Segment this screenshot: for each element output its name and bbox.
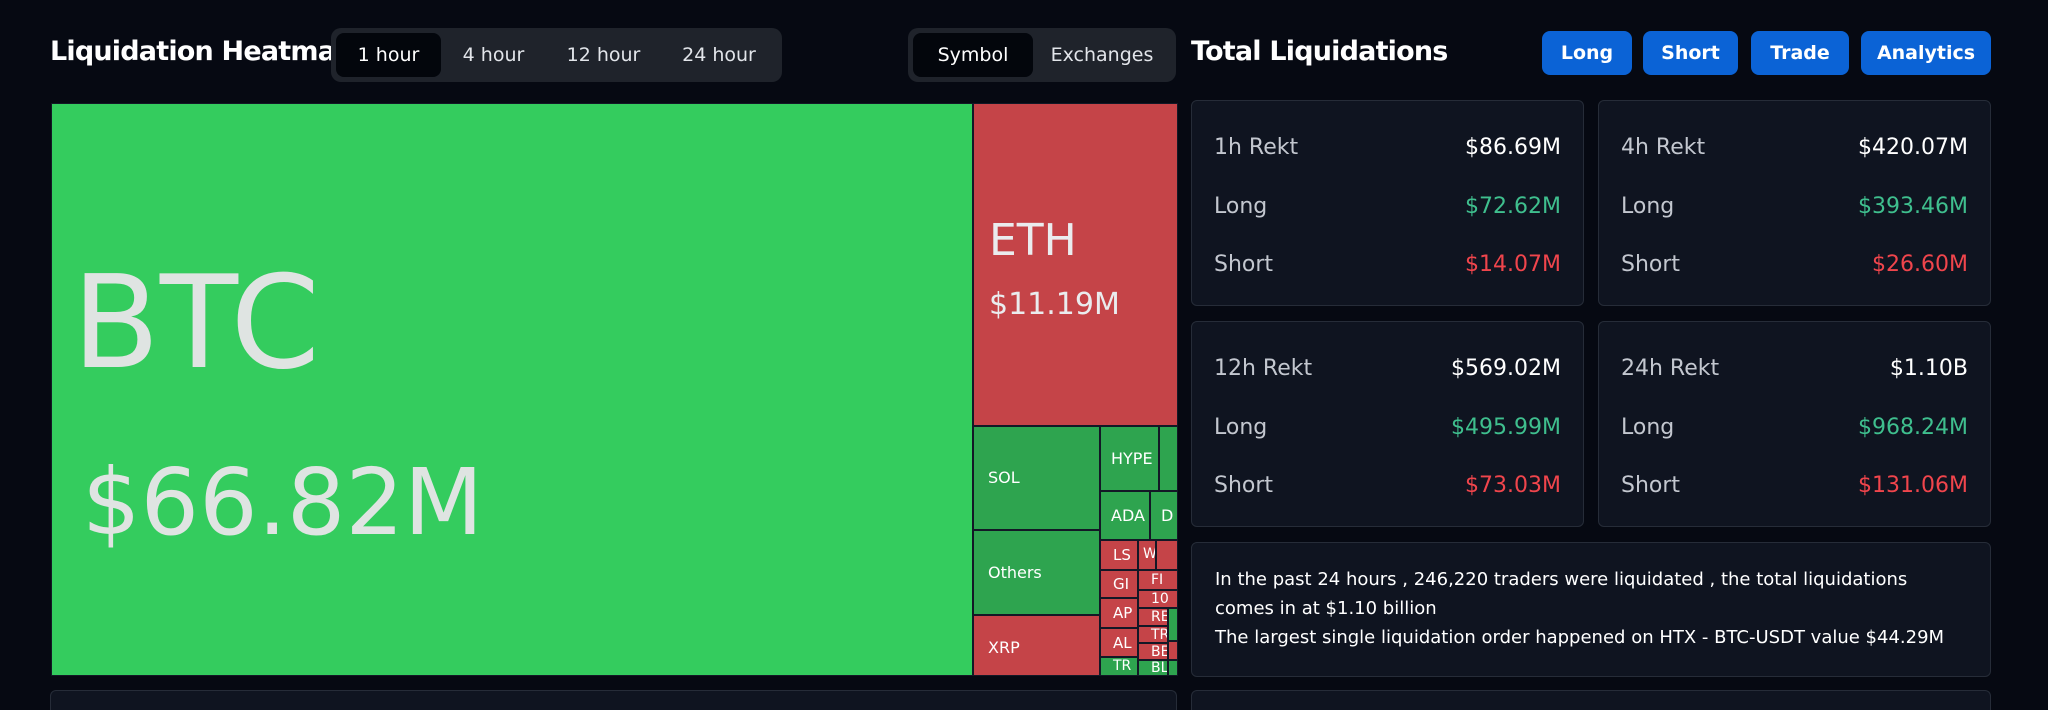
tile-ap[interactable]: AP bbox=[1100, 598, 1138, 628]
total-liquidations-title: Total Liquidations bbox=[1191, 36, 1448, 67]
tile-w-symbol: W bbox=[1143, 546, 1156, 562]
short-value: $14.07M bbox=[1465, 252, 1561, 277]
tile-eth[interactable]: ETH $11.19M bbox=[973, 103, 1178, 426]
tile-ls[interactable]: LS bbox=[1100, 540, 1138, 570]
tile-tr-red-symbol: TR bbox=[1151, 627, 1168, 643]
tile-ada-symbol: ADA bbox=[1111, 506, 1145, 525]
liquidation-summary-card: In the past 24 hours , 246,220 traders w… bbox=[1191, 542, 1991, 677]
tile-tr-green-symbol: TR bbox=[1113, 658, 1132, 674]
tile-eth-value: $11.19M bbox=[989, 287, 1120, 322]
tile-fi-symbol: FI bbox=[1151, 572, 1164, 588]
tile-small-green-3[interactable] bbox=[1168, 660, 1178, 676]
tile-sol[interactable]: SOL bbox=[973, 426, 1100, 530]
card-total-value: $1.10B bbox=[1889, 356, 1968, 381]
tile-bl-symbol: BL bbox=[1151, 660, 1168, 676]
lower-left-panel bbox=[50, 690, 1177, 710]
trade-button[interactable]: Trade bbox=[1751, 31, 1849, 75]
card-total-value: $569.02M bbox=[1451, 356, 1561, 381]
long-value: $72.62M bbox=[1465, 194, 1561, 219]
summary-line-largest: The largest single liquidation order hap… bbox=[1215, 627, 1945, 648]
tile-al[interactable]: AL bbox=[1100, 628, 1138, 657]
tile-gi-symbol: GI bbox=[1113, 575, 1130, 593]
long-label: Long bbox=[1621, 415, 1675, 440]
tile-small-green-2[interactable] bbox=[1168, 608, 1178, 641]
long-button[interactable]: Long bbox=[1542, 31, 1632, 75]
tile-10[interactable]: 10 bbox=[1138, 590, 1178, 608]
card-4h-rekt: 4h Rekt $420.07M Long $393.46M Short $26… bbox=[1598, 100, 1991, 306]
tile-tr-red[interactable]: TR bbox=[1138, 626, 1168, 643]
tile-small-red-1[interactable] bbox=[1156, 540, 1178, 570]
card-24h-rekt: 24h Rekt $1.10B Long $968.24M Short $131… bbox=[1598, 321, 1991, 527]
tile-xrp-symbol: XRP bbox=[988, 638, 1020, 657]
tile-sol-symbol: SOL bbox=[988, 468, 1020, 487]
tab-1-hour[interactable]: 1 hour bbox=[336, 33, 441, 77]
tile-hype[interactable]: HYPE bbox=[1100, 426, 1159, 491]
view-mode-tabs: Symbol Exchanges bbox=[908, 28, 1176, 82]
tile-w[interactable]: W bbox=[1138, 540, 1156, 570]
tile-eth-symbol: ETH bbox=[989, 215, 1077, 266]
time-range-tabs: 1 hour 4 hour 12 hour 24 hour bbox=[331, 28, 782, 82]
summary-line-total: In the past 24 hours , 246,220 traders w… bbox=[1215, 569, 1908, 619]
short-label: Short bbox=[1621, 473, 1681, 498]
card-1h-rekt: 1h Rekt $86.69M Long $72.62M Short $14.0… bbox=[1191, 100, 1584, 306]
tab-symbol[interactable]: Symbol bbox=[913, 33, 1033, 77]
tile-ada[interactable]: ADA bbox=[1100, 491, 1150, 540]
tile-10-symbol: 10 bbox=[1151, 591, 1169, 607]
card-period-label: 1h Rekt bbox=[1214, 135, 1299, 160]
heatmap-title: Liquidation Heatmap bbox=[50, 36, 354, 67]
card-period-label: 24h Rekt bbox=[1621, 356, 1720, 381]
tab-4-hour[interactable]: 4 hour bbox=[462, 44, 525, 66]
card-period-label: 12h Rekt bbox=[1214, 356, 1313, 381]
tile-tr-green[interactable]: TR bbox=[1100, 657, 1138, 676]
liquidation-treemap: BTC $66.82M ETH $11.19M SOL Others XRP H… bbox=[51, 103, 1178, 676]
short-value: $73.03M bbox=[1465, 473, 1561, 498]
tab-24-hour[interactable]: 24 hour bbox=[682, 44, 756, 66]
tile-be[interactable]: BE bbox=[1138, 643, 1168, 660]
tile-gi[interactable]: GI bbox=[1100, 570, 1138, 598]
lower-right-panel bbox=[1191, 690, 1991, 710]
long-value: $495.99M bbox=[1451, 415, 1561, 440]
tile-be-symbol: BE bbox=[1151, 644, 1168, 660]
tile-others-symbol: Others bbox=[988, 563, 1042, 582]
long-label: Long bbox=[1621, 194, 1675, 219]
analytics-button[interactable]: Analytics bbox=[1861, 31, 1991, 75]
tile-d-symbol: D bbox=[1161, 506, 1174, 525]
tile-others[interactable]: Others bbox=[973, 530, 1100, 615]
tile-bl[interactable]: BL bbox=[1138, 660, 1168, 676]
tab-12-hour[interactable]: 12 hour bbox=[566, 44, 641, 66]
long-value: $968.24M bbox=[1858, 415, 1968, 440]
tile-d[interactable]: D bbox=[1150, 491, 1178, 540]
card-12h-rekt: 12h Rekt $569.02M Long $495.99M Short $7… bbox=[1191, 321, 1584, 527]
tile-btc[interactable]: BTC $66.82M bbox=[51, 103, 973, 676]
long-label: Long bbox=[1214, 194, 1268, 219]
short-button[interactable]: Short bbox=[1643, 31, 1738, 75]
short-value: $131.06M bbox=[1858, 473, 1968, 498]
tile-re-symbol: RE bbox=[1151, 609, 1168, 625]
summary-text: In the past 24 hours , 246,220 traders w… bbox=[1215, 565, 1970, 652]
tile-ap-symbol: AP bbox=[1113, 604, 1133, 622]
tile-hype-symbol: HYPE bbox=[1111, 449, 1153, 468]
tile-small-green-1[interactable] bbox=[1159, 426, 1178, 491]
card-total-value: $420.07M bbox=[1858, 135, 1968, 160]
tile-ls-symbol: LS bbox=[1113, 546, 1131, 564]
card-total-value: $86.69M bbox=[1465, 135, 1561, 160]
card-period-label: 4h Rekt bbox=[1621, 135, 1706, 160]
tile-btc-symbol: BTC bbox=[72, 249, 320, 398]
long-value: $393.46M bbox=[1858, 194, 1968, 219]
tile-re[interactable]: RE bbox=[1138, 608, 1168, 626]
tile-xrp[interactable]: XRP bbox=[973, 615, 1100, 676]
tab-exchanges[interactable]: Exchanges bbox=[1050, 44, 1154, 66]
tile-btc-value: $66.82M bbox=[82, 449, 484, 556]
short-label: Short bbox=[1621, 252, 1681, 277]
tile-fi[interactable]: FI bbox=[1138, 570, 1178, 590]
short-label: Short bbox=[1214, 252, 1274, 277]
short-value: $26.60M bbox=[1872, 252, 1968, 277]
tile-small-red-2[interactable] bbox=[1168, 641, 1178, 660]
long-label: Long bbox=[1214, 415, 1268, 440]
short-label: Short bbox=[1214, 473, 1274, 498]
tile-al-symbol: AL bbox=[1113, 634, 1132, 652]
